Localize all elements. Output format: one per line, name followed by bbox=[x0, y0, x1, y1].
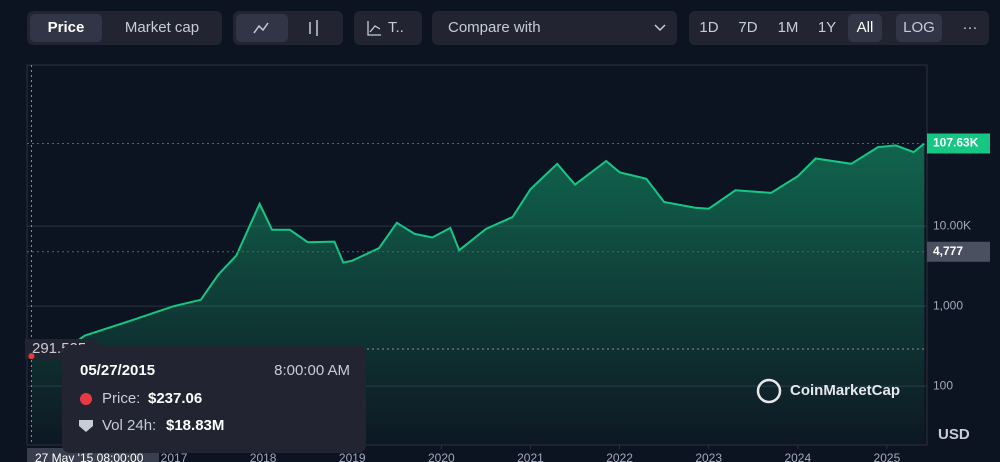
range-group bbox=[689, 11, 989, 45]
log-text[interactable]: LOG bbox=[903, 19, 935, 36]
x-tick-label: 2018 bbox=[250, 451, 277, 462]
x-tick-label: 2024 bbox=[784, 451, 811, 462]
crosshair-point bbox=[28, 353, 35, 360]
range[interactable]: All bbox=[857, 19, 874, 36]
logo bbox=[756, 378, 782, 404]
x-tick-label: 2025 bbox=[874, 451, 901, 462]
type-text[interactable]: T.. bbox=[388, 19, 404, 36]
range[interactable]: 1Y bbox=[818, 19, 836, 36]
volume-icon bbox=[79, 420, 93, 432]
range[interactable]: 7D bbox=[738, 19, 757, 36]
range[interactable]: 1M bbox=[778, 19, 799, 36]
hover-price-bg bbox=[927, 241, 990, 262]
x-tick-label: 2022 bbox=[606, 451, 633, 462]
type-button[interactable] bbox=[354, 11, 422, 45]
x-tick-label: 2017 bbox=[161, 451, 188, 462]
y-tick-label: 1,000 bbox=[933, 298, 963, 312]
tooltip-time: 8:00:00 AM bbox=[274, 362, 350, 379]
x-tick-label: 2019 bbox=[339, 451, 366, 462]
candle-icon[interactable] bbox=[309, 20, 318, 36]
tab[interactable]: Price bbox=[48, 19, 85, 36]
x-tick-label: 2023 bbox=[695, 451, 722, 462]
last-price-bg bbox=[927, 133, 990, 154]
unit-label: USD bbox=[938, 426, 970, 443]
log-button[interactable] bbox=[896, 14, 942, 42]
compare-select[interactable] bbox=[432, 11, 677, 45]
tooltip-volume-label: Vol 24h: bbox=[102, 417, 156, 434]
type-icon bbox=[367, 21, 381, 36]
chevron bbox=[654, 24, 666, 32]
tooltip bbox=[62, 345, 366, 453]
y-tick-label: 100 bbox=[933, 378, 953, 392]
y-tick-label: 10.00K bbox=[933, 218, 971, 232]
active-range bbox=[848, 14, 882, 42]
line-icon bbox=[253, 22, 269, 34]
active-tab[interactable] bbox=[30, 14, 102, 42]
last-price: 107.63K bbox=[933, 136, 979, 150]
tab[interactable]: Market cap bbox=[125, 19, 199, 36]
tooltip-date: 05/27/2015 bbox=[80, 362, 155, 379]
watermark: CoinMarketCap bbox=[790, 382, 900, 399]
crosshair-x-label: 27 May '15 08:00:00 bbox=[35, 451, 144, 462]
price-dot bbox=[80, 393, 92, 405]
more[interactable]: ··· bbox=[963, 19, 978, 36]
tooltip-price-label: Price: bbox=[102, 390, 140, 407]
tooltip-volume: $18.83M bbox=[166, 417, 224, 434]
hover-price: 4,777 bbox=[933, 244, 963, 258]
x-tick-label: 2020 bbox=[428, 451, 455, 462]
compare-text[interactable]: Compare with bbox=[448, 19, 541, 36]
price-line bbox=[31, 142, 925, 358]
tooltip-price: $237.06 bbox=[148, 390, 202, 407]
x-tick-label: 2021 bbox=[517, 451, 544, 462]
range[interactable]: 1D bbox=[699, 19, 718, 36]
